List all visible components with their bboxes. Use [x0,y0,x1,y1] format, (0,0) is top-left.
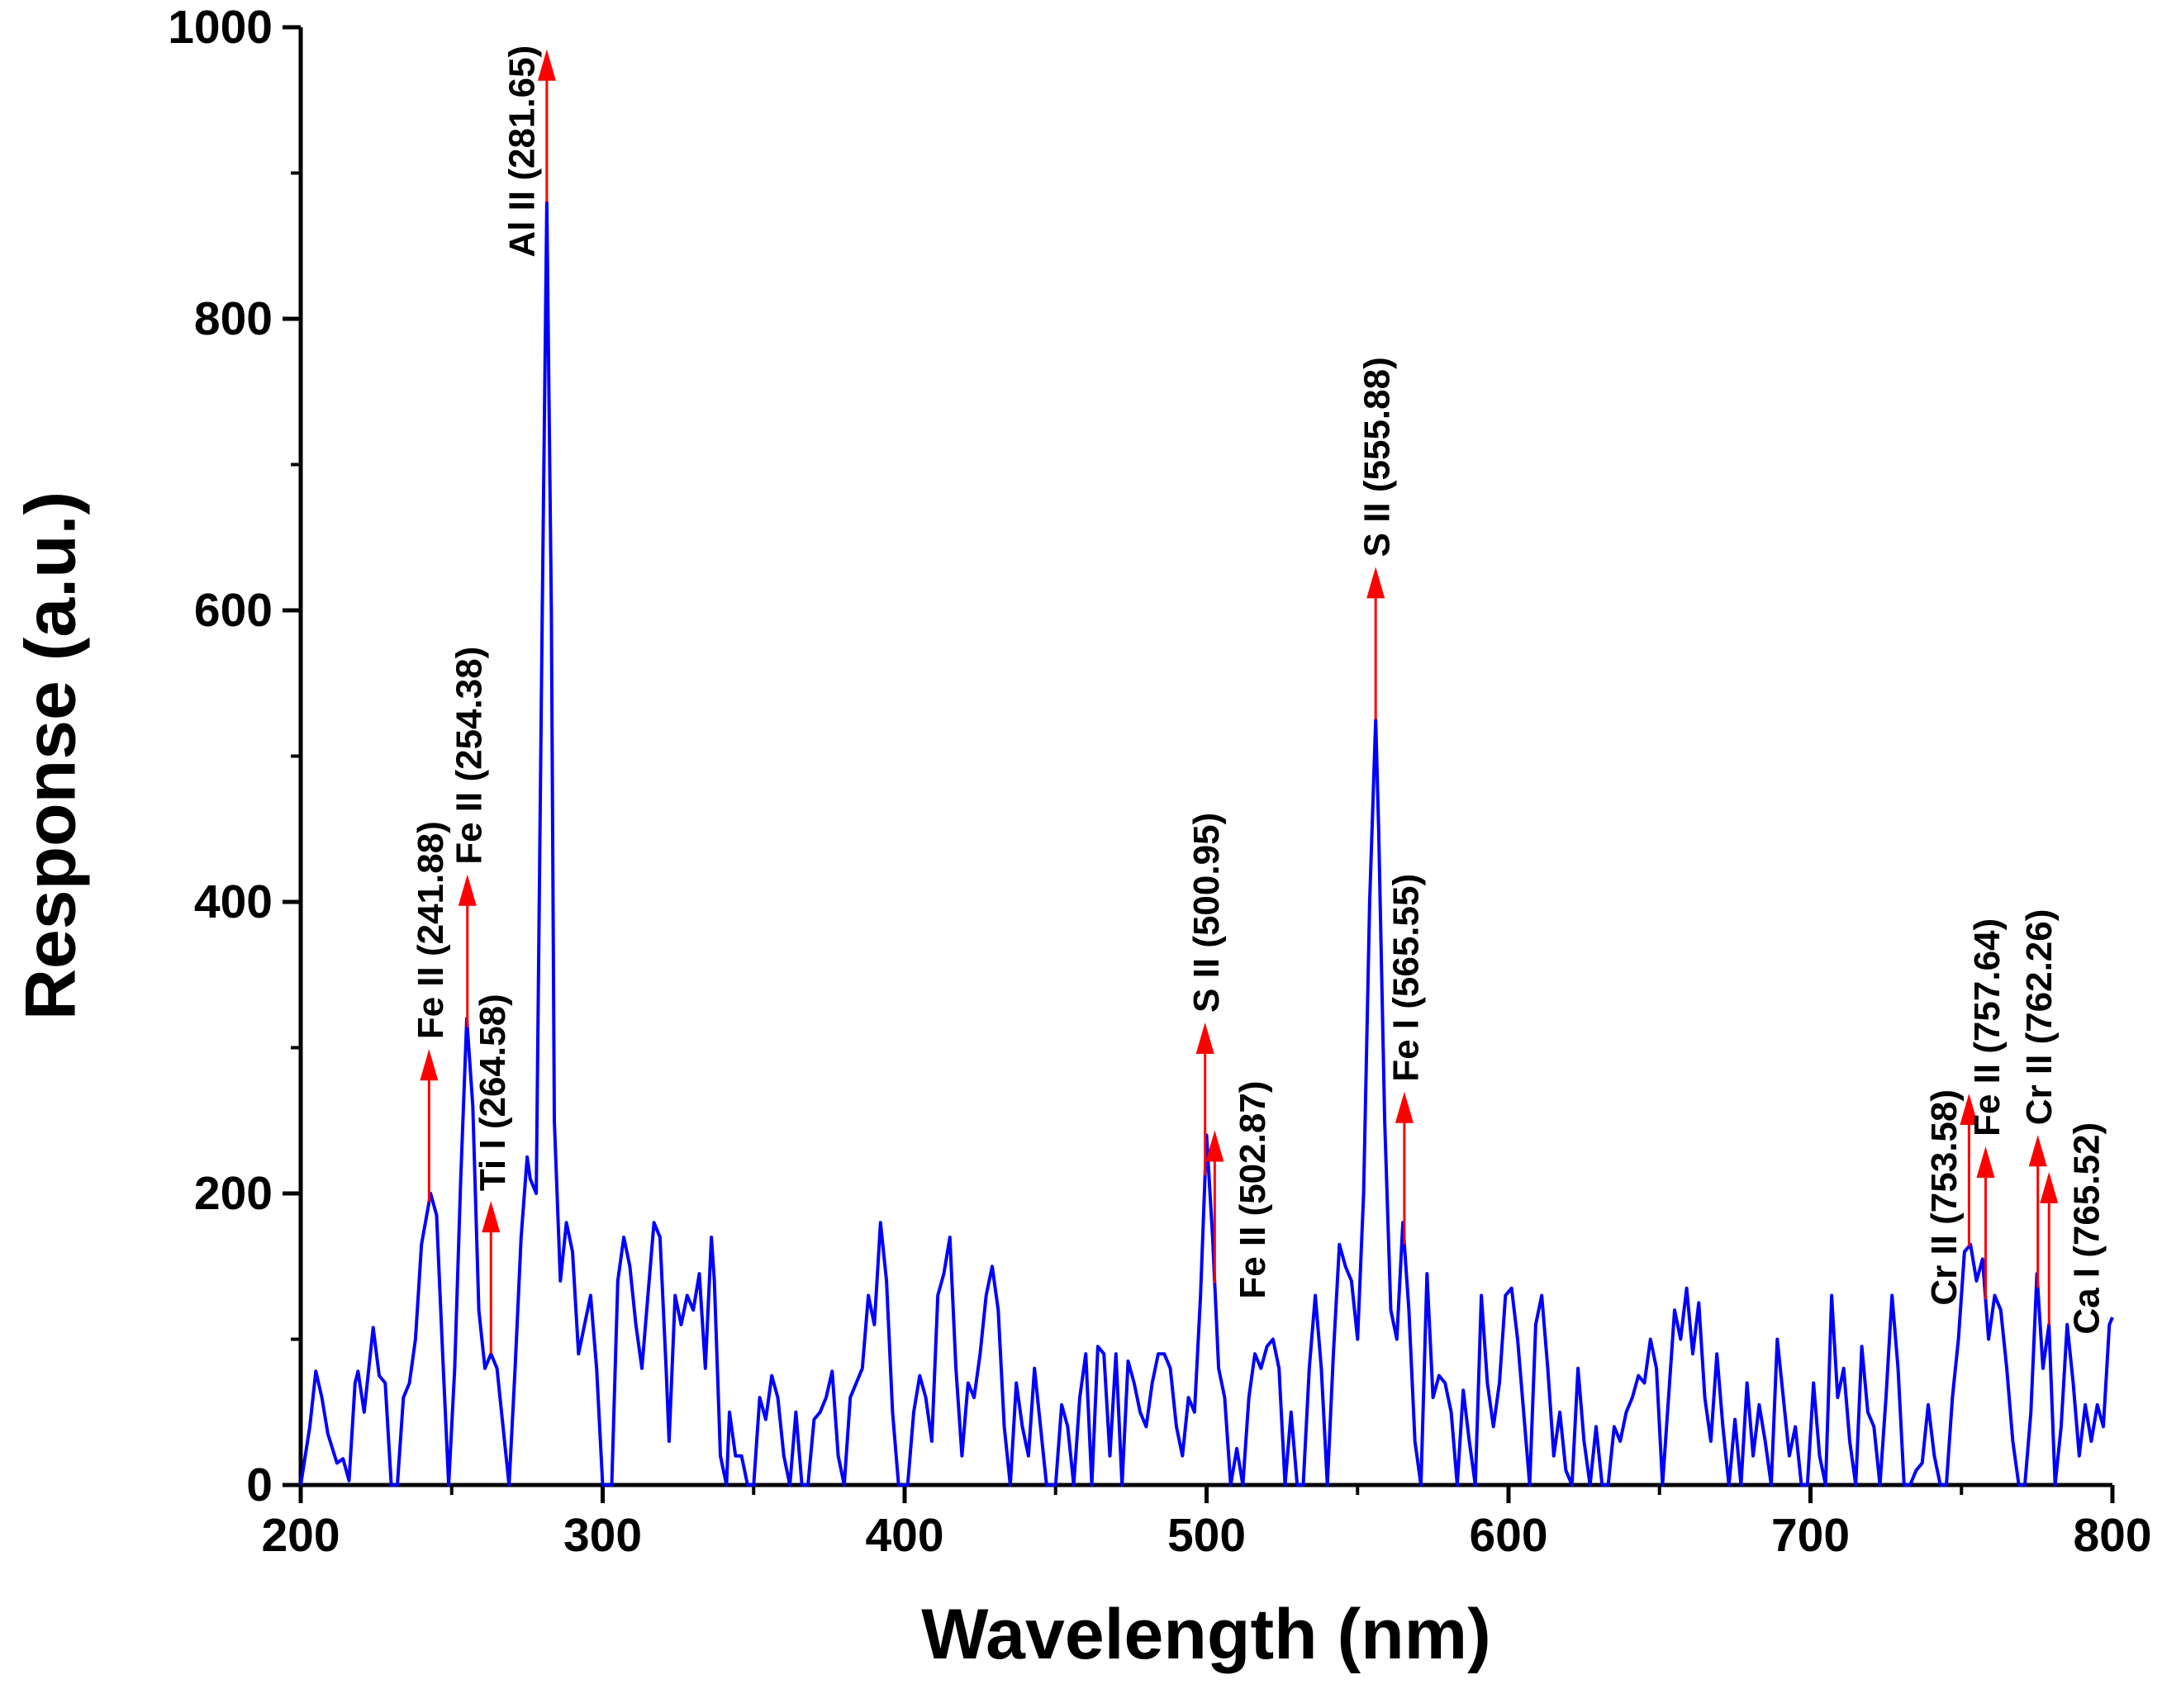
annotation-arrowhead [482,1201,501,1233]
annotation-label: Fe II (502.87) [1233,1081,1273,1299]
annotation-arrowhead [537,49,556,81]
annotation-label: Cr II (762.26) [2019,909,2060,1126]
x-tick-label: 700 [1771,1509,1850,1562]
annotation-arrowhead [1205,1130,1224,1162]
annotation-label: S II (500.95) [1186,813,1227,1013]
x-tick-label: 300 [563,1509,642,1562]
annotation-label: Fe II (241.88) [411,821,451,1039]
annotation-arrowhead [1976,1146,1995,1178]
y-tick-label: 800 [194,292,273,345]
y-tick-label: 200 [194,1167,273,1220]
annotation-label: Fe II (254.38) [449,647,489,865]
annotation-label: Ca I (765.52) [2067,1122,2107,1335]
annotation-arrowhead [1395,1091,1414,1123]
x-tick-label: 400 [865,1509,943,1562]
annotation-arrowhead [1960,1093,1979,1125]
annotation-label: Fe I (565.55) [1385,874,1426,1082]
y-tick-label: 600 [194,584,273,637]
x-tick-label: 800 [2073,1509,2151,1562]
annotation-label: Al II (281.65) [501,45,542,258]
annotation-arrowhead [1366,567,1385,599]
annotation-arrowhead [458,874,477,906]
annotation-label: Cr II (753.58) [1924,1089,1965,1306]
annotation-arrowhead [1195,1022,1214,1054]
y-tick-label: 1000 [168,1,273,54]
annotation-arrowhead [2028,1135,2047,1167]
x-tick-label: 500 [1167,1509,1246,1562]
annotation-arrowhead [420,1049,439,1081]
y-tick-label: 0 [246,1459,273,1511]
annotation-label: Fe II (757.64) [1967,918,2008,1136]
x-axis-title: Wavelength (nm) [921,1595,1491,1674]
y-axis-title: Response (a.u.) [12,491,91,1020]
y-tick-label: 400 [194,875,273,928]
annotation-arrowhead [2040,1171,2059,1203]
spectrum-line [299,200,2114,1487]
x-tick-label: 600 [1469,1509,1547,1562]
x-tick-label: 200 [261,1509,340,1562]
annotation-label: S II (555.88) [1357,357,1398,557]
annotation-label: Ti I (264.58) [473,994,513,1191]
